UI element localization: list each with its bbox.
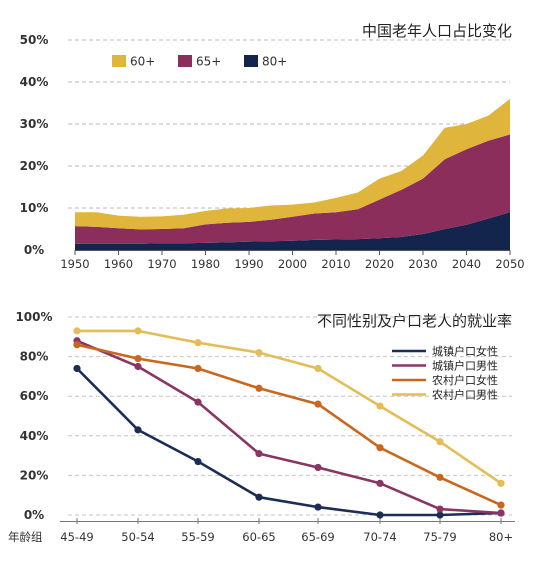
data-point-s1-70-74 (376, 511, 384, 519)
top-y-tick-label: 40% (20, 75, 49, 89)
data-point-s2-70-74 (376, 479, 384, 487)
data-point-s1-75-79 (436, 511, 444, 519)
data-point-s3-50-54 (134, 354, 142, 363)
data-point-s4-70-74 (376, 402, 384, 410)
area-series-65 (75, 134, 510, 244)
data-point-s4-50-54 (134, 327, 142, 335)
data-point-s2-60-65 (255, 450, 263, 458)
data-point-s4-80 (497, 479, 505, 487)
top-x-tick-label: 2040 (452, 257, 481, 271)
top-x-tick-label: 2030 (408, 257, 437, 271)
data-point-s3-60-65 (255, 384, 263, 392)
top-x-tick-label: 1950 (60, 257, 89, 271)
legend-label-60: 60+ (130, 55, 155, 69)
category-label-65-69: 65-69 (301, 530, 334, 544)
data-point-s3-80 (497, 501, 505, 509)
category-label-50-54: 50-54 (121, 530, 154, 544)
line-series-1 (76, 367, 502, 517)
bottom-y-tick-label: 0% (24, 508, 44, 522)
data-point-s3-55-59 (194, 364, 202, 373)
data-point-s3-45-49 (73, 341, 81, 349)
top-x-tick-label: 1980 (191, 257, 220, 271)
top-x-tick-label: 2020 (365, 257, 394, 271)
data-point-s2-65-69 (314, 463, 322, 472)
data-point-s1-55-59 (194, 457, 202, 466)
top-y-tick-label: 50% (20, 33, 49, 47)
data-point-s1-45-49 (73, 364, 81, 373)
data-point-s3-70-74 (376, 444, 384, 452)
area-series-60 (75, 98, 510, 230)
data-point-s3-75-79 (436, 473, 444, 481)
top-x-tick-label: 2000 (278, 257, 307, 271)
data-point-s4-45-49 (73, 327, 81, 335)
data-point-s2-75-79 (436, 505, 444, 513)
top-x-tick-label: 1970 (147, 257, 176, 271)
bottom-y-tick-label: 100% (15, 310, 52, 324)
top-y-tick-label: 20% (20, 159, 49, 173)
top-y-tick-label: 0% (24, 243, 44, 257)
bottom-chart-title: 不同性别及户口老人的就业率 (317, 312, 512, 330)
top-x-tick-label: 2010 (321, 257, 350, 271)
data-point-s1-65-69 (314, 503, 322, 511)
top-y-tick-label: 30% (20, 117, 49, 131)
legend-swatch-65 (178, 55, 192, 67)
legend-label-3: 农村户口女性 (432, 373, 498, 387)
data-point-s4-60-65 (255, 349, 263, 357)
top-x-tick-label: 1990 (234, 257, 263, 271)
top-y-tick-label: 10% (20, 201, 49, 215)
data-point-s3-65-69 (314, 400, 322, 408)
line-series-2 (76, 339, 502, 515)
legend-label-4: 农村户口男性 (432, 388, 498, 402)
legend-swatch-60 (112, 55, 126, 67)
area-series-80 (75, 212, 510, 250)
data-point-s2-55-59 (194, 398, 202, 406)
top-x-tick-label: 1960 (104, 257, 133, 271)
legend-label-1: 城镇户口女性 (432, 344, 498, 358)
category-label-60-65: 60-65 (242, 530, 275, 544)
data-point-s4-65-69 (314, 364, 322, 373)
data-point-s2-50-54 (134, 362, 142, 371)
line-series-4 (77, 329, 502, 485)
bottom-y-tick-label: 60% (20, 389, 49, 403)
category-label-55-59: 55-59 (181, 530, 214, 544)
category-label-45-49: 45-49 (60, 530, 93, 544)
legend-label-2: 城镇户口男性 (432, 359, 498, 373)
category-label-80: 80+ (489, 530, 513, 544)
data-point-s1-60-65 (255, 493, 263, 501)
legend-label-65: 65+ (196, 55, 221, 69)
legend-label-80: 80+ (262, 55, 287, 69)
bottom-x-axis-label: 年龄组 (8, 530, 43, 544)
top-x-tick-label: 2050 (495, 257, 524, 271)
population-area-chart: 中国老年人口占比变化 0% 10% 20% 30% 40% 50% 1950 1960 1970… (20, 22, 525, 271)
category-label-75-79: 75-79 (423, 530, 456, 544)
data-point-s1-50-54 (134, 426, 142, 434)
legend-swatch-80 (244, 55, 258, 67)
line-series-3 (76, 343, 502, 507)
bottom-y-tick-label: 20% (20, 468, 49, 482)
data-point-s2-80 (497, 509, 505, 517)
data-point-s4-75-79 (436, 438, 444, 446)
bottom-y-tick-label: 40% (20, 429, 49, 443)
category-label-70-74: 70-74 (363, 530, 396, 544)
data-point-s4-55-59 (194, 339, 202, 347)
bottom-y-tick-label: 80% (20, 350, 49, 364)
employment-line-chart: 不同性别及户口老人的就业率 年龄组 0% 20% 40% 60% 80% 100% 45-4… (8, 310, 515, 544)
top-chart-title: 中国老年人口占比变化 (362, 22, 512, 40)
